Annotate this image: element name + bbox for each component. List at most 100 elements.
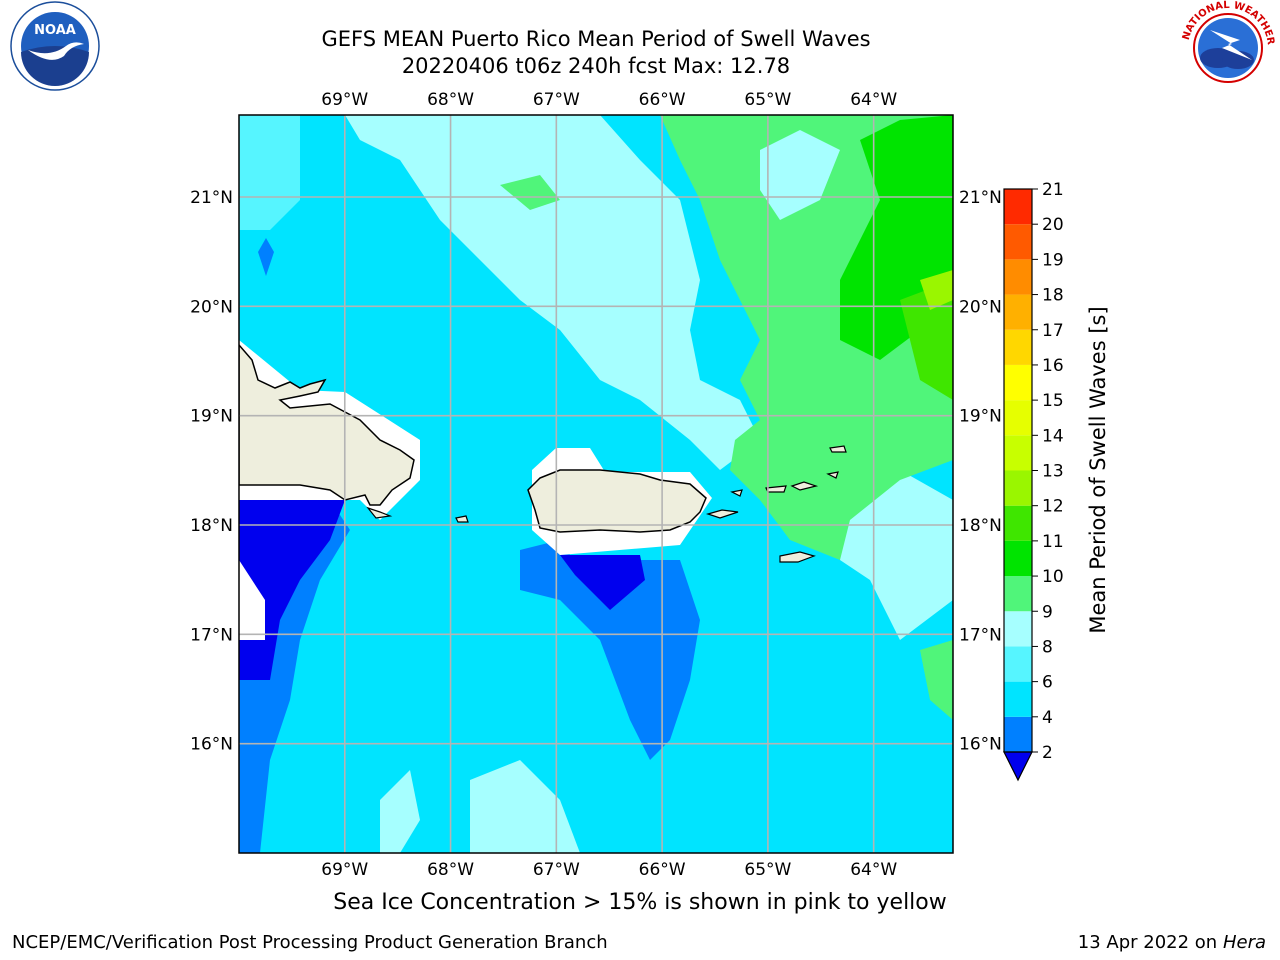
lon-tick-label-top: 68°W	[427, 90, 474, 110]
field-region-9-10-se	[920, 640, 953, 720]
colorbar: 2 4 6 8 9 10 11 12 13 14 15 16 17 18 19 20 21	[1003, 180, 1064, 782]
nws-ring-text: NATIONAL WEATHER SERVICE	[0, 0, 1276, 49]
sea-ice-note: Sea Ice Concentration > 15% is shown in …	[333, 890, 947, 915]
land-virgin-gorda	[826, 471, 839, 479]
nws-logo: NATIONAL WEATHER SERVICE	[0, 0, 1276, 94]
colorbar-swatch	[1004, 400, 1032, 436]
colorbar-tick-label: 11	[1042, 532, 1064, 552]
lat-tick-label-right: 17°N	[959, 625, 1002, 645]
lon-tick-label-bottom: 69°W	[321, 860, 368, 880]
colorbar-swatch	[1004, 646, 1032, 682]
lon-tick-label-top: 64°W	[850, 90, 897, 110]
noaa-logo: NOAA	[10, 1, 100, 91]
field-region-masked-west	[239, 560, 265, 640]
lon-tick-label-top: 67°W	[533, 90, 580, 110]
field-region-under-2-south	[560, 555, 645, 610]
lat-tick-label-left: 20°N	[190, 297, 233, 317]
lon-tick-label-bottom: 68°W	[427, 860, 474, 880]
colorbar-tick-label: 12	[1042, 497, 1064, 517]
field-region-8-9-south1	[380, 770, 420, 853]
colorbar-swatch	[1004, 364, 1032, 401]
colorbar-swatch	[1004, 716, 1032, 752]
lat-ticks-left: 21°N 20°N 19°N 18°N 17°N 16°N	[190, 188, 233, 755]
colorbar-swatch	[1004, 224, 1032, 260]
map-field	[239, 115, 953, 853]
lat-tick-label-right: 21°N	[959, 188, 1002, 208]
lon-tick-label-bottom: 67°W	[533, 860, 580, 880]
colorbar-tick-label: 10	[1042, 567, 1064, 587]
lat-ticks-right: 21°N 20°N 19°N 18°N 17°N 16°N	[959, 188, 1002, 755]
land-hispaniola	[239, 343, 415, 506]
field-region-8-9-south2	[470, 760, 580, 853]
field-region-12-13	[920, 270, 953, 310]
colorbar-tick-label: 14	[1042, 426, 1064, 446]
colorbar-swatch	[1004, 470, 1032, 506]
field-region-4-6-nw-spot	[258, 238, 274, 276]
field-region-8-9-east	[840, 470, 953, 640]
land-anegada	[829, 445, 847, 453]
colorbar-tick-label: 20	[1042, 215, 1064, 235]
footer-host: Hera	[1222, 932, 1266, 953]
colorbar-under-arrow	[1003, 751, 1033, 782]
land-mona	[455, 515, 469, 523]
colorbar-swatch	[1004, 576, 1032, 612]
lon-tick-label-bottom: 65°W	[744, 860, 791, 880]
colorbar-label: Mean Period of Swell Waves [s]	[1086, 306, 1110, 633]
field-region-6-8-nw	[239, 115, 300, 230]
colorbar-swatch	[1004, 294, 1032, 330]
colorbar-tick-label: 15	[1042, 391, 1064, 411]
noaa-logo-text: NOAA	[34, 23, 76, 38]
lat-tick-label-right: 20°N	[959, 297, 1002, 317]
colorbar-swatch	[1004, 189, 1032, 225]
map-frame	[238, 114, 954, 854]
colorbar-tick-label: 8	[1042, 637, 1053, 657]
colorbar-tick-label: 6	[1042, 673, 1053, 693]
colorbar-tick-label: 9	[1042, 602, 1053, 622]
land-tortola	[790, 481, 819, 491]
colorbar-tick-label: 21	[1042, 180, 1064, 200]
colorbar-tick-label: 19	[1042, 250, 1064, 270]
footer-date: 13 Apr 2022 on Hera	[1078, 932, 1266, 953]
field-region-8-9-north	[345, 115, 760, 470]
lat-tick-label-right: 18°N	[959, 516, 1002, 536]
lat-tick-label-left: 17°N	[190, 625, 233, 645]
lon-ticks-top: 69°W 68°W 67°W 66°W 65°W 64°W	[321, 90, 897, 110]
colorbar-tick-label: 16	[1042, 356, 1064, 376]
lat-tick-label-right: 16°N	[959, 735, 1002, 755]
lon-tick-label-bottom: 64°W	[850, 860, 897, 880]
lon-tick-label-bottom: 66°W	[639, 860, 686, 880]
lon-tick-label-top: 65°W	[744, 90, 791, 110]
land-saona	[366, 506, 393, 519]
colorbar-swatch	[1004, 681, 1032, 717]
colorbar-swatch	[1004, 611, 1032, 647]
chart-subtitle: 20220406 t06z 240h fcst Max: 12.78	[401, 54, 791, 78]
lon-tick-label-top: 66°W	[639, 90, 686, 110]
colorbar-tick-label: 13	[1042, 462, 1064, 482]
colorbar-swatch	[1004, 435, 1032, 471]
lat-tick-label-left: 19°N	[190, 407, 233, 427]
colorbar-tick-label: 4	[1042, 708, 1053, 728]
colorbar-tick-label: 17	[1042, 321, 1064, 341]
colorbar-swatch	[1004, 259, 1032, 295]
land-vieques	[705, 509, 739, 519]
colorbar-tick-label: 2	[1042, 743, 1053, 763]
colorbar-swatch	[1004, 505, 1032, 541]
chart-title: GEFS MEAN Puerto Rico Mean Period of Swe…	[321, 27, 871, 51]
lon-ticks-bottom: 69°W 68°W 67°W 66°W 65°W 64°W	[321, 860, 897, 880]
map-gridlines	[239, 115, 953, 853]
svg-text:NATIONAL WEATHER SERVICE: NATIONAL WEATHER SERVICE	[0, 0, 1276, 49]
lat-tick-label-left: 21°N	[190, 188, 233, 208]
colorbar-swatch	[1004, 329, 1032, 365]
footer-date-text: 13 Apr 2022 on	[1077, 932, 1218, 953]
footer-branch: NCEP/EMC/Verification Post Processing Pr…	[12, 932, 608, 953]
land-st-croix	[779, 551, 816, 563]
colorbar-swatch	[1004, 540, 1032, 577]
lat-tick-label-left: 18°N	[190, 516, 233, 536]
land-culebra	[730, 489, 743, 497]
field-region-9-10-west	[500, 175, 560, 210]
lat-tick-label-right: 19°N	[959, 407, 1002, 427]
lat-tick-label-left: 16°N	[190, 735, 233, 755]
colorbar-tick-label: 18	[1042, 286, 1064, 306]
field-region-11-12	[900, 280, 953, 400]
